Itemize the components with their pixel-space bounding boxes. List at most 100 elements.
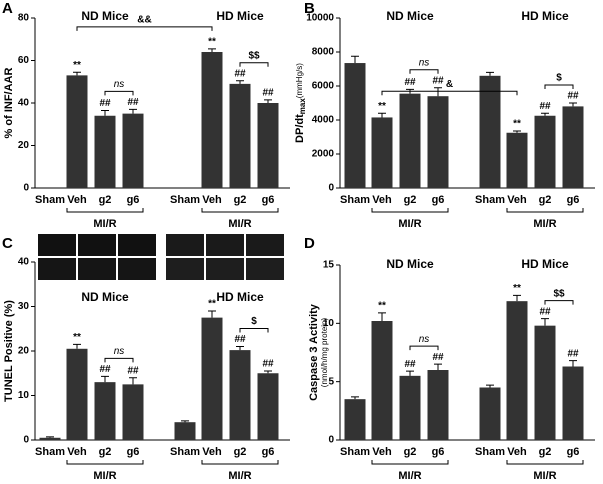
bar	[122, 113, 144, 188]
error-bar	[513, 294, 521, 302]
group-label: HD Mice	[521, 9, 569, 23]
group-label: HD Mice	[216, 290, 264, 304]
significance-marker: ##	[432, 75, 444, 86]
error-bar	[434, 87, 442, 97]
error-bar	[129, 377, 137, 385]
bar	[39, 437, 61, 440]
x-tick-label: Veh	[507, 194, 527, 206]
y-label-unit: (mmHg/s)	[295, 63, 304, 98]
comparison-bracket	[76, 26, 213, 31]
bar	[506, 132, 528, 188]
y-tick-label: 5	[328, 376, 334, 387]
error-bar	[486, 384, 494, 388]
bar	[66, 348, 88, 440]
comparison-bracket	[239, 62, 269, 67]
error-bar	[129, 108, 137, 114]
y-tick-label: 80	[18, 13, 30, 24]
x-tick-label: g6	[127, 446, 140, 458]
error-bar	[351, 396, 359, 400]
group-label: HD Mice	[216, 9, 264, 23]
y-label-text: Caspase 3 Activity	[308, 303, 320, 401]
bar	[371, 117, 393, 188]
significance-marker: ##	[262, 359, 274, 370]
x-tick-label: Sham	[170, 446, 200, 458]
significance-marker: ##	[99, 98, 111, 109]
error-bar	[486, 71, 494, 76]
y-tick-label: 0	[23, 435, 29, 446]
y-label-text: TUNEL Positive (%)	[3, 300, 15, 402]
error-bar	[181, 420, 189, 423]
micrograph	[166, 258, 204, 280]
comparison-bracket	[104, 90, 134, 96]
significance-marker: **	[513, 119, 521, 130]
y-label-text: DP/dt	[294, 114, 306, 143]
significance-marker: **	[378, 300, 386, 311]
bar	[94, 115, 116, 188]
significance-marker: **	[378, 101, 386, 112]
comparison-label: &	[446, 79, 453, 90]
mir-bracket	[66, 460, 144, 465]
micrograph	[118, 234, 156, 256]
significance-marker: ##	[127, 365, 139, 376]
comparison-bracket	[544, 84, 574, 89]
bar	[371, 321, 393, 440]
x-tick-label: g2	[99, 194, 112, 206]
micrograph	[206, 234, 244, 256]
x-tick-label: Veh	[202, 194, 222, 206]
significance-marker: ##	[234, 68, 246, 79]
comparison-bracket	[104, 357, 134, 363]
group-label: ND Mice	[81, 9, 129, 23]
error-bar	[264, 370, 272, 374]
significance-marker: **	[513, 283, 521, 294]
y-label-sub: max	[298, 98, 307, 115]
x-tick-label: Sham	[340, 446, 370, 458]
bar	[201, 52, 223, 188]
x-tick-label: g2	[234, 446, 247, 458]
y-tick-label: 10	[323, 318, 335, 329]
comparison-bracket	[239, 328, 269, 333]
significance-marker: **	[208, 299, 216, 310]
error-bar	[46, 436, 54, 438]
error-bar	[208, 48, 216, 52]
significance-marker: ##	[99, 364, 111, 375]
comparison-label: ns	[114, 346, 125, 357]
mir-bracket	[66, 208, 144, 213]
y-tick-label: 30	[18, 301, 30, 312]
error-bar	[434, 363, 442, 370]
y-tick-label: 20	[18, 346, 30, 357]
error-bar	[101, 109, 109, 116]
micrograph	[78, 258, 116, 280]
bar	[479, 387, 501, 440]
x-tick-label: Sham	[475, 194, 505, 206]
significance-marker: ##	[404, 359, 416, 370]
significance-marker: ##	[262, 87, 274, 98]
mir-bracket	[506, 460, 584, 465]
bar	[427, 370, 449, 440]
y-tick-label: 4000	[312, 115, 335, 126]
y-tick-label: 10000	[306, 13, 334, 24]
bracket-label: MI/R	[398, 218, 421, 230]
bar	[229, 83, 251, 188]
x-tick-label: Veh	[202, 446, 222, 458]
comparison-label: $$	[553, 288, 565, 299]
comparison-label: &&	[137, 14, 151, 25]
micrograph	[246, 234, 284, 256]
bar	[94, 382, 116, 440]
significance-marker: **	[73, 60, 81, 71]
comparison-label: ns	[419, 334, 430, 345]
y-tick-label: 15	[323, 260, 335, 271]
x-tick-label: g2	[99, 446, 112, 458]
significance-marker: ##	[127, 97, 139, 108]
x-tick-label: Veh	[507, 446, 527, 458]
mir-bracket	[371, 460, 449, 465]
y-tick-label: 8000	[312, 47, 335, 58]
bar	[562, 106, 584, 188]
x-tick-label: g6	[567, 446, 580, 458]
error-bar	[541, 318, 549, 326]
error-bar	[569, 102, 577, 107]
bar	[201, 317, 223, 440]
error-bar	[378, 312, 386, 321]
bar	[534, 325, 556, 440]
group-label: HD Mice	[521, 257, 569, 271]
y-axis-label: Caspase 3 Activity	[308, 303, 320, 401]
